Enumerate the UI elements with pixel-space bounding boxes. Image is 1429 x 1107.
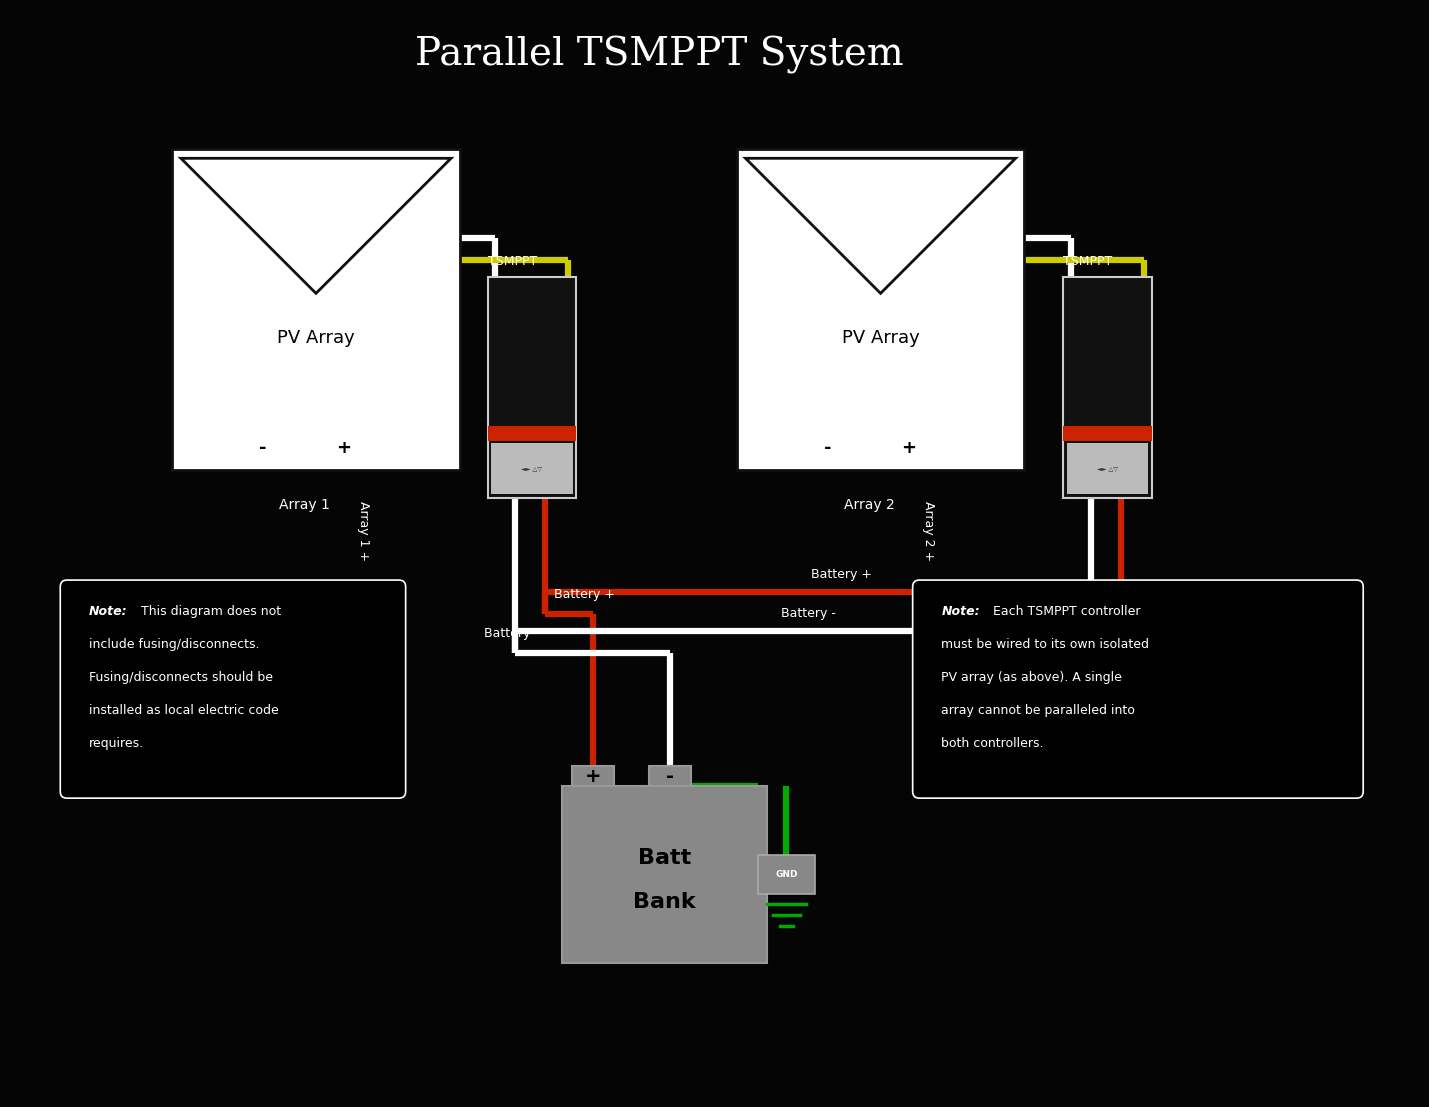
Bar [487,277,576,498]
Text: Battery +: Battery + [810,568,872,581]
Text: This diagram does not: This diagram does not [141,604,282,618]
Bar [171,149,460,470]
Text: requires.: requires. [89,737,144,751]
Text: Batt: Batt [639,848,692,868]
Text: Fusing/disconnects should be: Fusing/disconnects should be [89,671,273,684]
Text: +: + [900,439,916,457]
Text: GND: GND [775,870,797,879]
Text: ◄► △▽: ◄► △▽ [522,466,543,470]
Bar [487,426,576,441]
FancyBboxPatch shape [60,580,406,798]
Text: array cannot be paralleled into: array cannot be paralleled into [942,704,1135,717]
Text: both controllers.: both controllers. [942,737,1045,751]
Text: Array 1: Array 1 [280,498,330,513]
Text: -: - [259,439,267,457]
Text: Note:: Note: [89,604,127,618]
Text: ◄► △▽: ◄► △▽ [1097,466,1117,470]
FancyBboxPatch shape [913,580,1363,798]
Text: TSMPPT: TSMPPT [1063,255,1112,268]
Text: +: + [584,766,602,786]
Text: TSMPPT: TSMPPT [487,255,537,268]
Text: +: + [336,439,352,457]
Text: Parallel TSMPPT System: Parallel TSMPPT System [414,37,903,74]
Bar [562,786,767,963]
Text: PV array (as above). A single: PV array (as above). A single [942,671,1122,684]
Text: installed as local electric code: installed as local electric code [89,704,279,717]
Text: Array 2 +: Array 2 + [922,501,935,561]
Text: include fusing/disconnects.: include fusing/disconnects. [89,638,260,651]
Text: must be wired to its own isolated: must be wired to its own isolated [942,638,1149,651]
Bar [1063,277,1152,498]
Bar [492,443,573,494]
Text: Battery +: Battery + [554,588,614,601]
Text: Battery -: Battery - [780,607,836,620]
Text: Array 1 +: Array 1 + [357,501,370,561]
Text: Array 2: Array 2 [845,498,895,513]
Bar [1066,443,1149,494]
Bar [649,766,692,786]
Text: PV Array: PV Array [277,329,354,346]
Text: Note:: Note: [942,604,980,618]
Text: Each TSMPPT controller: Each TSMPPT controller [993,604,1140,618]
Text: PV Array: PV Array [842,329,919,346]
Text: Bank: Bank [633,892,696,912]
Text: Battery -: Battery - [484,627,539,640]
Bar [736,149,1025,470]
Bar [1063,426,1152,441]
Bar [572,766,614,786]
Text: -: - [666,766,674,786]
Text: -: - [823,439,832,457]
Bar [757,856,815,894]
